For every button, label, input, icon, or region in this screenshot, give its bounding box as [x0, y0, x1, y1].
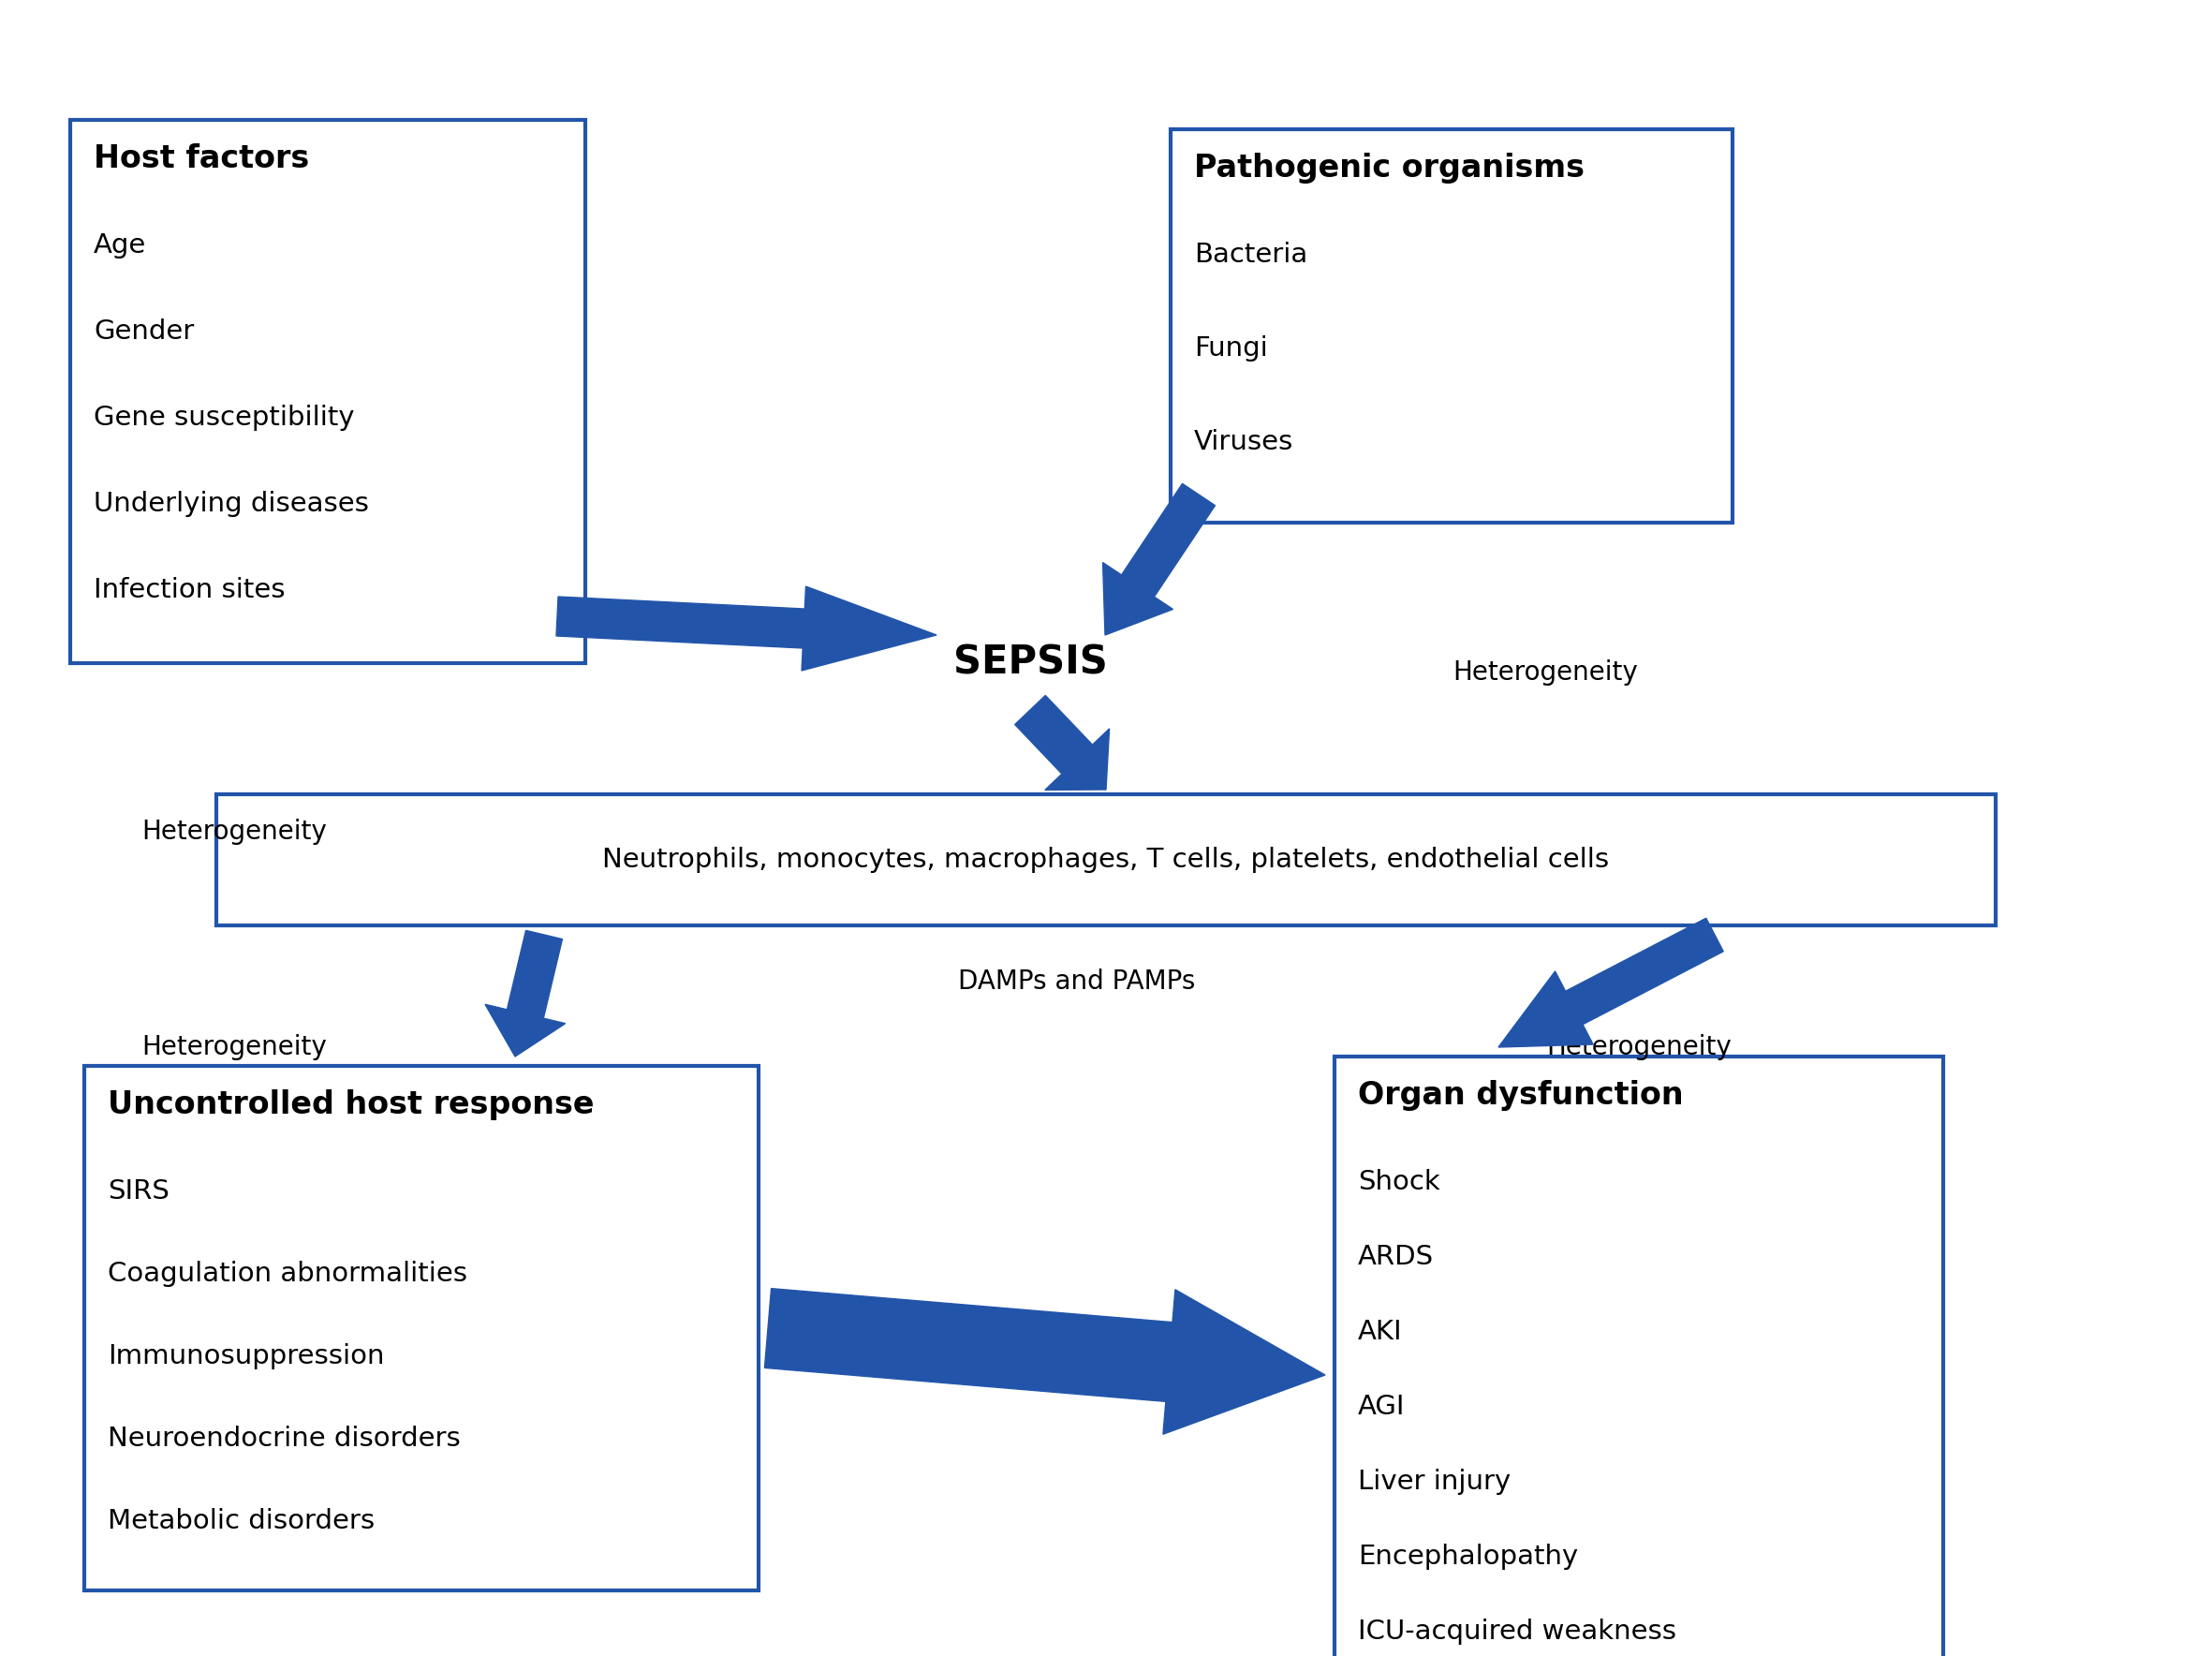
Text: SIRS: SIRS	[108, 1179, 170, 1204]
FancyBboxPatch shape	[1334, 1057, 1942, 1656]
Text: Viruses: Viruses	[1194, 429, 1294, 455]
Text: Host factors: Host factors	[93, 144, 310, 174]
Text: Heterogeneity: Heterogeneity	[1546, 1033, 1732, 1060]
FancyBboxPatch shape	[71, 119, 586, 662]
Text: Gene susceptibility: Gene susceptibility	[93, 404, 354, 431]
Text: Encephalopathy: Encephalopathy	[1358, 1543, 1577, 1570]
Text: AKI: AKI	[1358, 1318, 1402, 1345]
Text: SEPSIS: SEPSIS	[953, 644, 1108, 682]
Text: Gender: Gender	[93, 318, 195, 344]
Text: ARDS: ARDS	[1358, 1244, 1433, 1270]
Polygon shape	[484, 931, 566, 1057]
Text: Neuroendocrine disorders: Neuroendocrine disorders	[108, 1426, 460, 1452]
Polygon shape	[555, 586, 936, 671]
FancyBboxPatch shape	[217, 795, 1995, 926]
FancyBboxPatch shape	[1170, 129, 1732, 523]
Text: DAMPs and PAMPs: DAMPs and PAMPs	[958, 969, 1197, 995]
Text: AGI: AGI	[1358, 1394, 1405, 1419]
Text: Liver injury: Liver injury	[1358, 1469, 1511, 1495]
Text: Coagulation abnormalities: Coagulation abnormalities	[108, 1260, 467, 1287]
Text: Fungi: Fungi	[1194, 335, 1267, 361]
Text: Heterogeneity: Heterogeneity	[142, 1033, 327, 1060]
Text: Shock: Shock	[1358, 1169, 1440, 1196]
Polygon shape	[1015, 696, 1110, 790]
Polygon shape	[1498, 917, 1723, 1047]
Text: Heterogeneity: Heterogeneity	[1453, 659, 1637, 686]
Text: Pathogenic organisms: Pathogenic organisms	[1194, 152, 1584, 184]
Text: Metabolic disorders: Metabolic disorders	[108, 1509, 374, 1533]
Polygon shape	[1104, 484, 1214, 634]
Text: Immunosuppression: Immunosuppression	[108, 1343, 385, 1370]
Text: Infection sites: Infection sites	[93, 576, 285, 603]
Text: Organ dysfunction: Organ dysfunction	[1358, 1080, 1683, 1111]
Text: ICU-acquired weakness: ICU-acquired weakness	[1358, 1618, 1677, 1644]
Text: Neutrophils, monocytes, macrophages, T cells, platelets, endothelial cells: Neutrophils, monocytes, macrophages, T c…	[602, 846, 1610, 873]
Text: Uncontrolled host response: Uncontrolled host response	[108, 1090, 595, 1119]
Text: Heterogeneity: Heterogeneity	[142, 818, 327, 845]
FancyBboxPatch shape	[84, 1066, 759, 1590]
Text: Age: Age	[93, 232, 146, 258]
Polygon shape	[765, 1288, 1325, 1434]
Text: Bacteria: Bacteria	[1194, 242, 1307, 268]
Text: Underlying diseases: Underlying diseases	[93, 490, 369, 517]
